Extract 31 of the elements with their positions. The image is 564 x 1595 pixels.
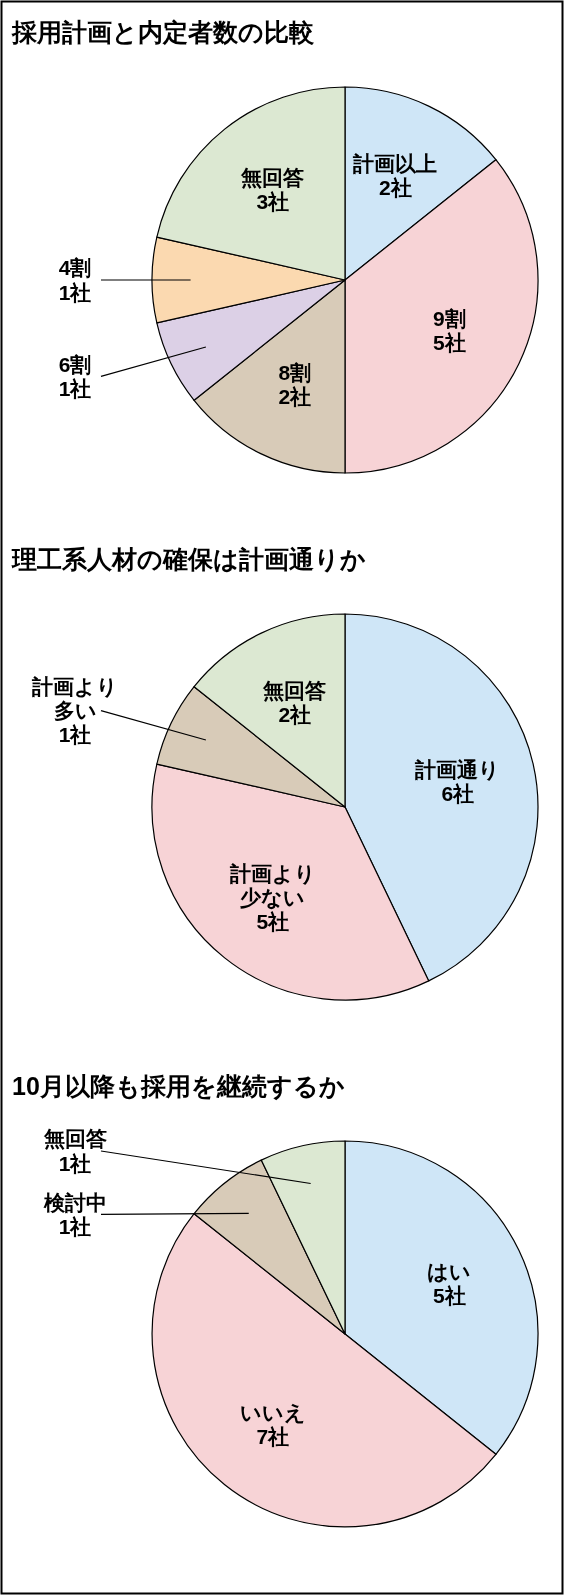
data-label: 1社 <box>58 723 92 747</box>
data-label: 5社 <box>256 910 290 934</box>
data-label: 6社 <box>441 781 475 805</box>
data-label: 3社 <box>256 190 290 214</box>
slice-label: 無回答 <box>240 165 305 189</box>
slice-label: 検討中 <box>42 1190 107 1214</box>
data-label: 5社 <box>432 330 466 354</box>
chart-title: 理工系人材の確保は計画通りか <box>11 545 366 573</box>
data-label: 1社 <box>58 376 92 400</box>
data-label: 1社 <box>58 1151 92 1175</box>
data-label: 1社 <box>58 1214 92 1238</box>
data-label: 2社 <box>378 176 412 200</box>
slice-label: いいえ <box>239 1400 306 1424</box>
chart-title: 10月以降も採用を継続するか <box>12 1072 345 1101</box>
data-label: 7社 <box>256 1425 290 1449</box>
slice-label: 4割 <box>58 256 92 280</box>
data-label: 5社 <box>432 1284 466 1308</box>
chart-title: 採用計画と内定者数の比較 <box>11 18 315 46</box>
slice-label: 計画通り <box>414 757 501 781</box>
slice-label: はい <box>427 1260 472 1284</box>
slice-label: 9割 <box>432 306 466 330</box>
data-label: 2社 <box>278 703 312 727</box>
data-label: 2社 <box>278 384 312 408</box>
slice-label: 無回答 <box>42 1127 107 1151</box>
slice-label: 8割 <box>278 360 312 384</box>
slice-label: 計画以上 <box>352 152 438 176</box>
slice-label: 計画より少ない <box>228 861 316 911</box>
data-label: 1社 <box>58 280 92 304</box>
slice-label: 6割 <box>58 352 92 376</box>
slice-label: 無回答 <box>262 679 327 703</box>
slice-label: 計画より多い <box>31 675 118 723</box>
